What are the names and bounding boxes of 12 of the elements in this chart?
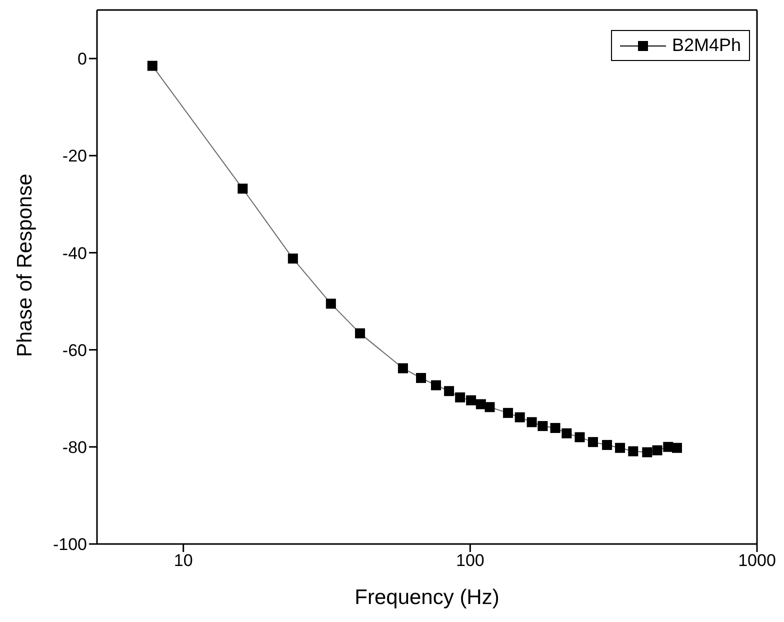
y-axis-title: Phase of Response — [13, 174, 36, 357]
y-tick-label: 0 — [78, 50, 87, 69]
x-tick-label: 10 — [174, 551, 193, 570]
x-tick-label: 1000 — [738, 551, 776, 570]
x-tick-label: 100 — [456, 551, 484, 570]
y-tick-label: -20 — [62, 146, 87, 166]
y-tick-label: -80 — [62, 438, 87, 457]
y-tick-label: -40 — [62, 244, 87, 263]
y-tick-label: -100 — [52, 535, 87, 554]
legend-label: B2M4Ph — [672, 35, 741, 56]
x-axis-title: Frequency (Hz) — [354, 586, 500, 609]
y-tick-label: -60 — [62, 340, 87, 360]
